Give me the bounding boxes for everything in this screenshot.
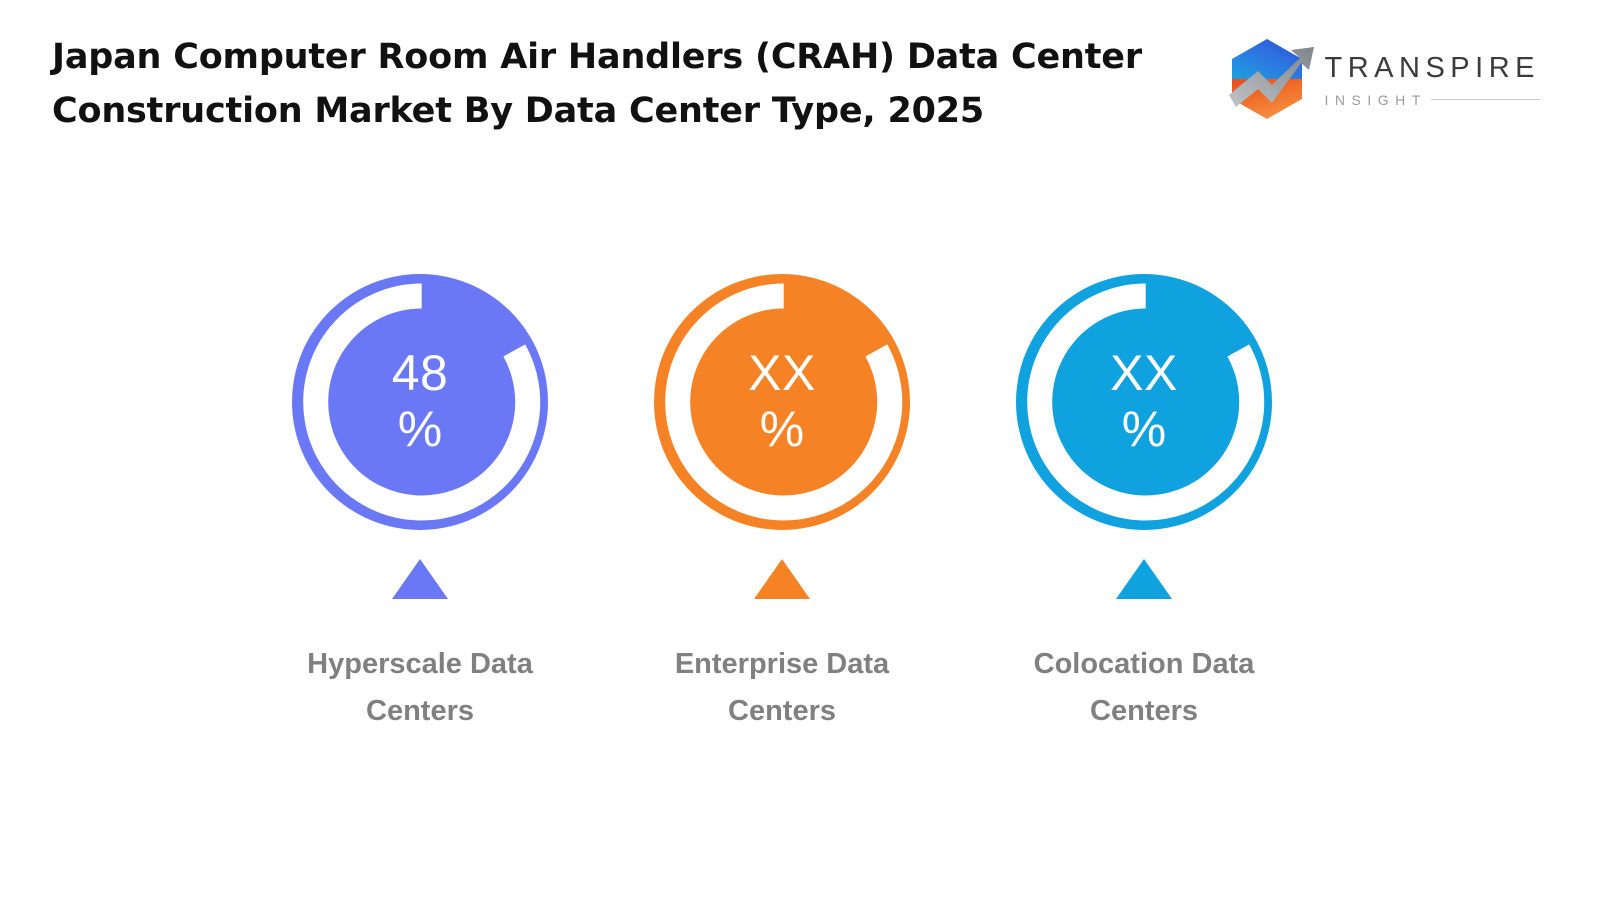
donut-segment-enterprise-data-centers: XX % Enterprise Data Centers — [632, 255, 932, 775]
category-label-2-line-2: Centers — [1090, 695, 1198, 727]
brand-logo: TRANSPIRE INSIGHT — [1221, 33, 1540, 125]
triangle-up-icon-0 — [392, 559, 448, 599]
donut-chart-1: XX % — [653, 273, 911, 531]
page-title-line-2: Construction Market By Data Center Type,… — [52, 91, 985, 131]
logo-tagline: INSIGHT — [1324, 91, 1427, 108]
donut-disc-0 — [292, 274, 548, 530]
donut-segment-colocation-data-centers: XX % Colocation Data Centers — [994, 255, 1294, 775]
logo-divider-rule — [1430, 99, 1540, 100]
triangle-up-icon-2 — [1116, 559, 1172, 599]
category-label-1-line-1: Enterprise Data — [674, 648, 890, 680]
logo-wordmark: TRANSPIRE — [1324, 51, 1540, 84]
page-title: Japan Computer Room Air Handlers (CRAH) … — [52, 30, 1172, 138]
page-title-line-1: Japan Computer Room Air Handlers (CRAH) … — [52, 37, 1142, 77]
donut-ring-arc-0 — [303, 283, 541, 521]
category-label-0-line-2: Centers — [366, 695, 474, 727]
donut-chart-row: 48 % Hyperscale Data Centers XX % Enterp… — [0, 255, 1600, 775]
transpire-cube-arrow-logo-icon — [1221, 33, 1315, 125]
donut-chart-2: XX % — [1015, 273, 1273, 531]
donut-segment-hyperscale-data-centers: 48 % Hyperscale Data Centers — [270, 255, 570, 775]
donut-ring-arc-1 — [665, 283, 903, 521]
category-label-2: Colocation Data Centers — [994, 641, 1294, 735]
category-label-0: Hyperscale Data Centers — [270, 641, 570, 735]
category-label-2-line-1: Colocation Data — [1033, 648, 1255, 680]
page-header: Japan Computer Room Air Handlers (CRAH) … — [0, 0, 1600, 150]
donut-ring-arc-2 — [1027, 283, 1265, 521]
donut-disc-2 — [1016, 274, 1272, 530]
category-label-0-line-1: Hyperscale Data — [307, 648, 533, 680]
category-label-1: Enterprise Data Centers — [632, 641, 932, 735]
donut-disc-1 — [654, 274, 910, 530]
logo-tagline-row: INSIGHT — [1325, 92, 1540, 108]
triangle-up-icon-1 — [754, 559, 810, 599]
donut-chart-0: 48 % — [291, 273, 549, 531]
category-label-1-line-2: Centers — [728, 695, 836, 727]
